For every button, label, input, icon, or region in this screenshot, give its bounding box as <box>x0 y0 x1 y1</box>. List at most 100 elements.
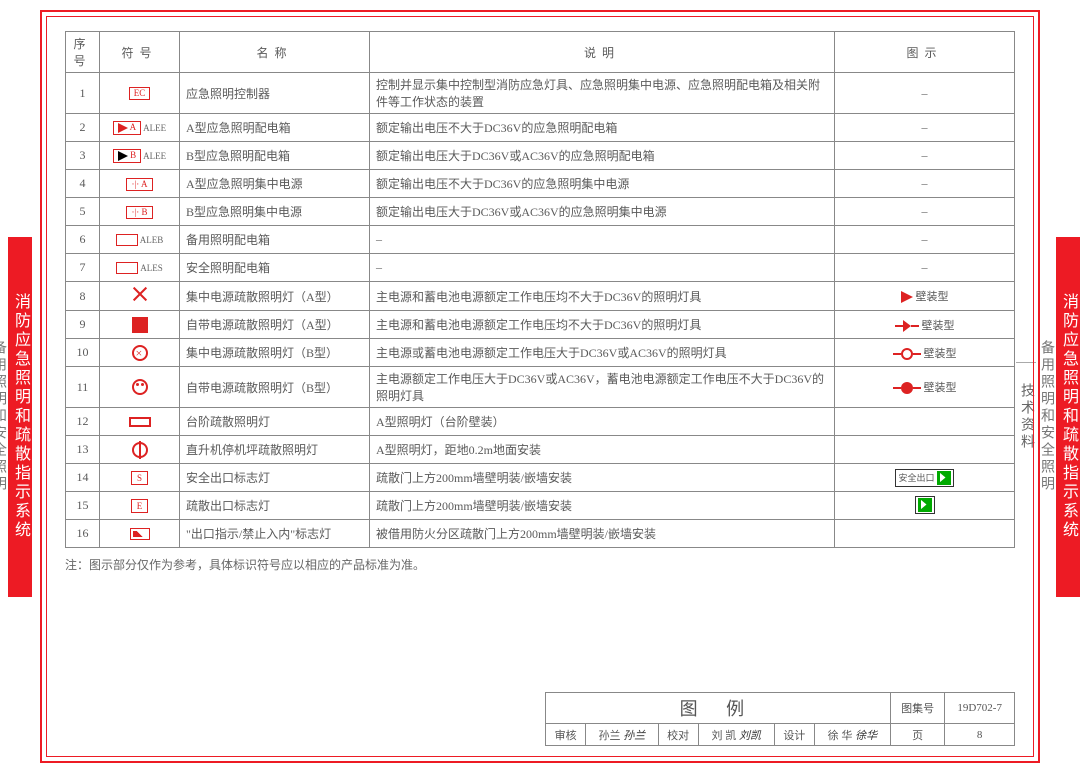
cell-fig: 壁装型 <box>835 282 1015 311</box>
cell-num: 15 <box>66 492 100 520</box>
cell-name: 集中电源疏散照明灯（A型） <box>180 282 370 311</box>
left-side-band: 消防应急照明和疏散指示系统 备用照明和安全照明 技术资料 <box>0 0 32 773</box>
cell-num: 3 <box>66 142 100 170</box>
cell-num: 4 <box>66 170 100 198</box>
cell-sym: ALES <box>100 254 180 282</box>
cell-sym: EC <box>100 73 180 114</box>
col-fig: 图示 <box>835 32 1015 73</box>
cell-num: 8 <box>66 282 100 311</box>
cell-fig: – <box>835 114 1015 142</box>
tb-review-l: 审核 <box>546 724 586 746</box>
legend-table: 序号 符号 名称 说明 图示 1EC应急照明控制器控制并显示集中控制型消防应急灯… <box>65 31 1015 548</box>
cell-sym: AALEE <box>100 114 180 142</box>
col-sym: 符号 <box>100 32 180 73</box>
left-red-title: 消防应急照明和疏散指示系统 <box>8 237 32 597</box>
cell-name: A型应急照明集中电源 <box>180 170 370 198</box>
cell-name: 直升机停机坪疏散照明灯 <box>180 436 370 464</box>
cell-desc: – <box>370 226 835 254</box>
cell-sym: BALEE <box>100 142 180 170</box>
tb-review-v: 孙兰 孙兰 <box>586 724 658 746</box>
table-row: 7ALES安全照明配电箱–– <box>66 254 1015 282</box>
cell-name: 台阶疏散照明灯 <box>180 408 370 436</box>
table-row: 14S安全出口标志灯疏散门上方200mm墙壁明装/嵌墙安装安全出口 <box>66 464 1015 492</box>
tb-design-l: 设计 <box>774 724 814 746</box>
table-row: 16"出口指示/禁止入内"标志灯被借用防火分区疏散门上方200mm墙壁明装/嵌墙… <box>66 520 1015 548</box>
cell-name: 自带电源疏散照明灯（B型） <box>180 367 370 408</box>
cell-fig <box>835 520 1015 548</box>
cell-name: B型应急照明配电箱 <box>180 142 370 170</box>
cell-desc: 被借用防火分区疏散门上方200mm墙壁明装/嵌墙安装 <box>370 520 835 548</box>
cell-fig: – <box>835 142 1015 170</box>
cell-name: 安全出口标志灯 <box>180 464 370 492</box>
cell-num: 1 <box>66 73 100 114</box>
cell-desc: 额定输出电压大于DC36V或AC36V的应急照明配电箱 <box>370 142 835 170</box>
cell-num: 10 <box>66 339 100 367</box>
cell-desc: 控制并显示集中控制型消防应急灯具、应急照明集中电源、应急照明配电箱及相关附件等工… <box>370 73 835 114</box>
cell-desc: 主电源额定工作电压大于DC36V或AC36V，蓄电池电源额定工作电压不大于DC3… <box>370 367 835 408</box>
cell-num: 9 <box>66 311 100 339</box>
cell-name: 安全照明配电箱 <box>180 254 370 282</box>
table-row: 13 直升机停机坪疏散照明灯A型照明灯，距地0.2m地面安装 <box>66 436 1015 464</box>
cell-fig: 壁装型 <box>835 339 1015 367</box>
cell-desc: – <box>370 254 835 282</box>
tb-legend: 图 例 <box>546 693 891 724</box>
page-frame: 序号 符号 名称 说明 图示 1EC应急照明控制器控制并显示集中控制型消防应急灯… <box>40 10 1040 763</box>
cell-sym: S <box>100 464 180 492</box>
table-row: 5·|· BB型应急照明集中电源额定输出电压大于DC36V或AC36V的应急照明… <box>66 198 1015 226</box>
cell-name: 自带电源疏散照明灯（A型） <box>180 311 370 339</box>
cell-desc: 额定输出电压大于DC36V或AC36V的应急照明集中电源 <box>370 198 835 226</box>
cell-sym: ·|· A <box>100 170 180 198</box>
cell-sym <box>100 436 180 464</box>
cell-fig: – <box>835 254 1015 282</box>
cell-desc: A型照明灯（台阶壁装） <box>370 408 835 436</box>
cell-fig <box>835 436 1015 464</box>
cell-name: 集中电源疏散照明灯（B型） <box>180 339 370 367</box>
tb-check-v: 刘 凯 刘凯 <box>698 724 774 746</box>
tb-page-l: 页 <box>890 724 945 746</box>
cell-num: 6 <box>66 226 100 254</box>
left-gray-title: 备用照明和安全照明 <box>0 292 8 542</box>
tb-setlabel: 图集号 <box>890 693 945 724</box>
table-row: 15E疏散出口标志灯疏散门上方200mm墙壁明装/嵌墙安装 <box>66 492 1015 520</box>
tb-page-v: 8 <box>945 724 1015 746</box>
cell-num: 13 <box>66 436 100 464</box>
cell-fig: – <box>835 198 1015 226</box>
cell-desc: 疏散门上方200mm墙壁明装/嵌墙安装 <box>370 464 835 492</box>
right-side-band: 消防应急照明和疏散指示系统 备用照明和安全照明 技术资料 <box>1048 0 1080 773</box>
cell-num: 7 <box>66 254 100 282</box>
cell-fig: – <box>835 73 1015 114</box>
cell-fig <box>835 408 1015 436</box>
cell-num: 11 <box>66 367 100 408</box>
cell-name: 应急照明控制器 <box>180 73 370 114</box>
table-row: 2 AALEEA型应急照明配电箱额定输出电压不大于DC36V的应急照明配电箱– <box>66 114 1015 142</box>
cell-sym <box>100 408 180 436</box>
cell-desc: 额定输出电压不大于DC36V的应急照明配电箱 <box>370 114 835 142</box>
cell-fig: 安全出口 <box>835 464 1015 492</box>
table-row: 12 台阶疏散照明灯A型照明灯（台阶壁装） <box>66 408 1015 436</box>
cell-sym <box>100 367 180 408</box>
cell-sym: × <box>100 339 180 367</box>
tb-check-l: 校对 <box>658 724 698 746</box>
col-desc: 说明 <box>370 32 835 73</box>
col-num: 序号 <box>66 32 100 73</box>
cell-sym: E <box>100 492 180 520</box>
table-row: 4·|· AA型应急照明集中电源额定输出电压不大于DC36V的应急照明集中电源– <box>66 170 1015 198</box>
right-red-title: 消防应急照明和疏散指示系统 <box>1056 237 1080 597</box>
cell-desc: A型照明灯，距地0.2m地面安装 <box>370 436 835 464</box>
tb-setno: 19D702-7 <box>945 693 1015 724</box>
cell-fig: 壁装型 <box>835 311 1015 339</box>
table-row: 1EC应急照明控制器控制并显示集中控制型消防应急灯具、应急照明集中电源、应急照明… <box>66 73 1015 114</box>
footnote: 注：图示部分仅作为参考，具体标识符号应以相应的产品标准为准。 <box>65 556 1015 573</box>
cell-fig <box>835 492 1015 520</box>
cell-num: 14 <box>66 464 100 492</box>
tb-design-v: 徐 华 徐华 <box>814 724 890 746</box>
cell-name: B型应急照明集中电源 <box>180 198 370 226</box>
cell-sym <box>100 520 180 548</box>
cell-num: 12 <box>66 408 100 436</box>
col-name: 名称 <box>180 32 370 73</box>
cell-fig: – <box>835 170 1015 198</box>
cell-num: 2 <box>66 114 100 142</box>
cell-desc: 疏散门上方200mm墙壁明装/嵌墙安装 <box>370 492 835 520</box>
cell-num: 5 <box>66 198 100 226</box>
cell-sym: ·|· B <box>100 198 180 226</box>
